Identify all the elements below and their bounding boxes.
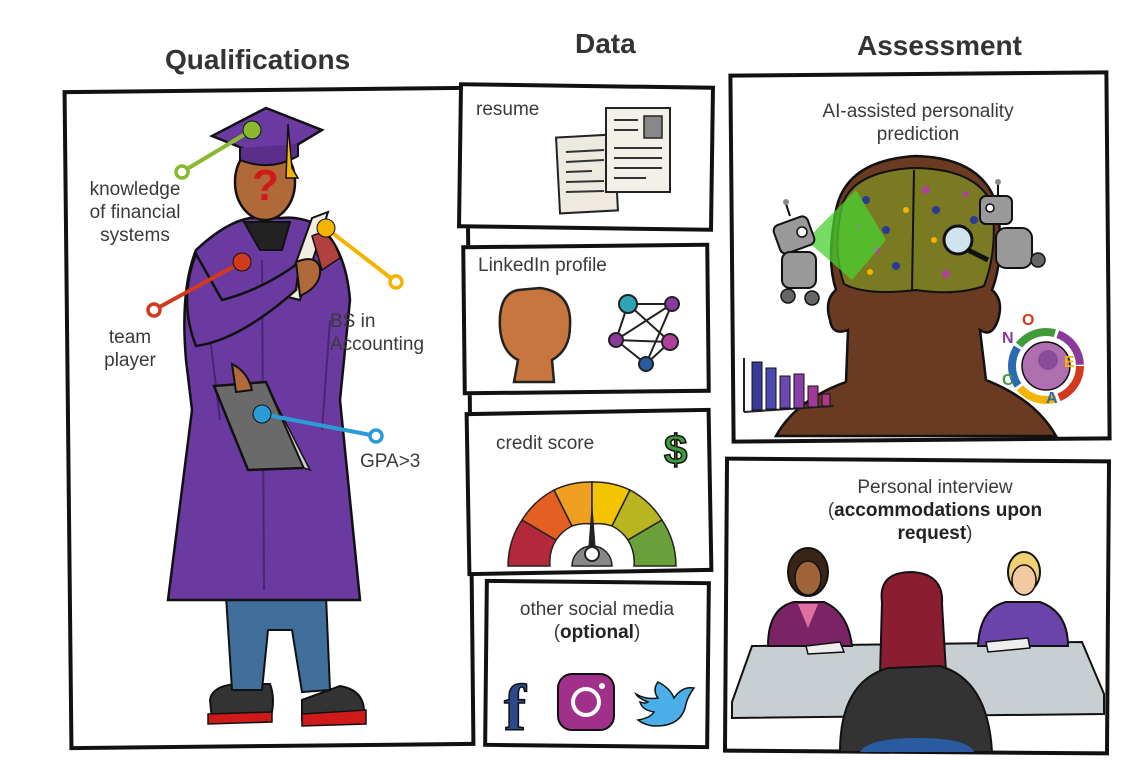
profile-head-icon	[498, 286, 572, 384]
pants	[224, 595, 332, 694]
robot-right-icon	[979, 179, 1046, 269]
instagram-icon	[557, 673, 615, 731]
question-mark-icon: ?	[252, 161, 279, 210]
ring-letter-o: O	[1022, 312, 1035, 329]
candidate	[838, 570, 994, 753]
qualification-team-player: team player	[104, 327, 156, 371]
brain	[836, 166, 995, 294]
interview-label-text: Personal interview	[857, 477, 1013, 498]
ring-letter-n: N	[1002, 330, 1014, 347]
data-heading: Data	[575, 28, 636, 59]
twitter-icon	[634, 681, 696, 727]
interview-illustration	[731, 547, 1105, 753]
assessment-heading: Assessment	[857, 30, 1022, 61]
ai-label: AI-assisted personality prediction	[822, 101, 1014, 145]
social-optional: optional	[560, 622, 634, 643]
credit-label: credit score	[496, 433, 595, 454]
magnifier-icon	[942, 224, 990, 263]
tassel	[285, 123, 300, 179]
credit-gauge	[507, 481, 677, 567]
left-shoe-sole	[207, 711, 273, 725]
linkedin-label: LinkedIn profile	[478, 255, 607, 276]
interviewer-right	[976, 551, 1070, 653]
social-icons: f	[503, 671, 696, 746]
qualification-knowledge: knowledge of financial systems	[89, 179, 181, 246]
interview-accommodation: accommodations upon request	[834, 500, 1043, 544]
linkedin-illustration	[498, 286, 680, 384]
ring-letter-a: A	[1046, 390, 1058, 407]
ai-brain-illustration	[743, 154, 1084, 438]
interviewer-left	[766, 547, 854, 655]
resume-label: resume	[476, 99, 540, 120]
network-graph-icon	[608, 294, 680, 372]
facebook-icon: f	[504, 672, 527, 745]
resume-icon	[554, 107, 671, 215]
qualification-degree: BS in Accounting	[330, 311, 425, 355]
social-label: other social media (optional)	[519, 599, 675, 643]
qualifications-heading: Qualifications	[165, 44, 351, 75]
svg-text:$: $	[664, 426, 687, 473]
ring-letter-e: E	[1064, 354, 1075, 371]
qualification-gpa: GPA>3	[360, 451, 421, 472]
personality-ring-icon	[1008, 328, 1084, 404]
ring-letter-c: C	[1002, 372, 1014, 389]
bar-chart-icon	[743, 358, 835, 413]
robot-left-icon	[772, 199, 820, 306]
interview-label: Personal interview (accommodations upon r…	[827, 477, 1043, 544]
right-shoe-sole	[301, 709, 367, 727]
social-label-text: other social media	[519, 599, 675, 620]
dollar-sign-icon: $	[663, 425, 688, 474]
